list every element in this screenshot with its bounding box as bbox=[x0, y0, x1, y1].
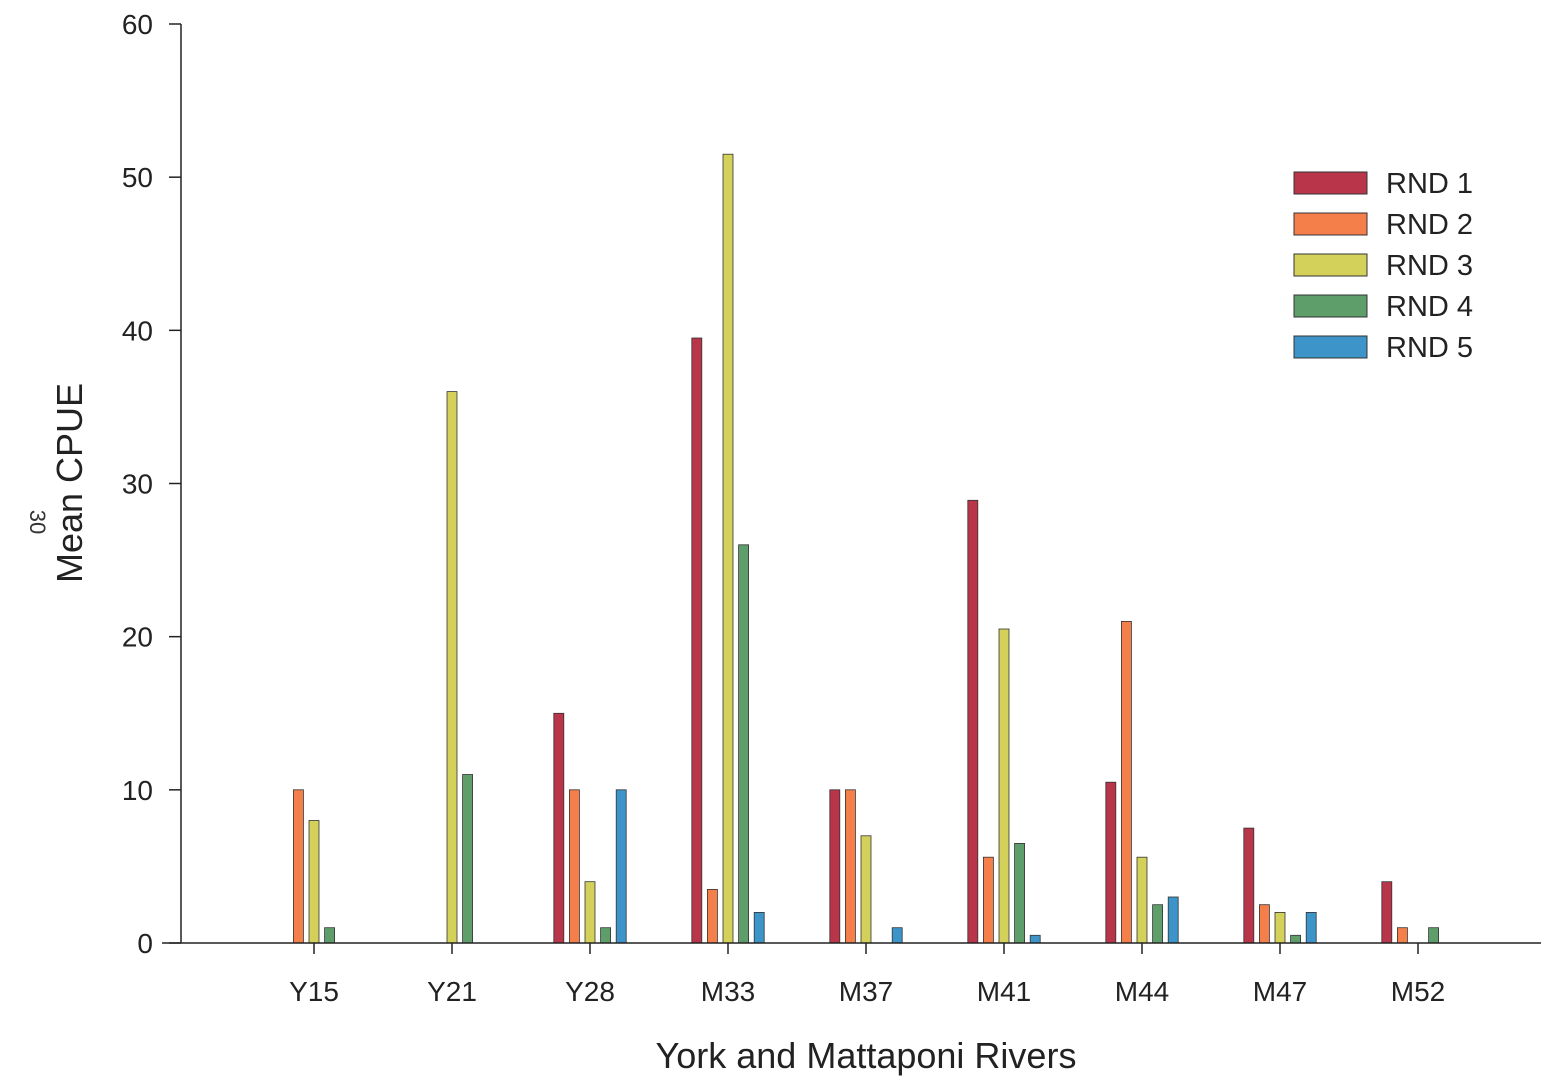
bar-m52-rnd-4 bbox=[1428, 927, 1439, 944]
x-tick-label-m52: M52 bbox=[1391, 976, 1445, 1007]
x-tick-label-m37: M37 bbox=[839, 976, 893, 1007]
bar-m44-rnd-1 bbox=[1105, 781, 1117, 944]
legend-swatch-rnd-2 bbox=[1293, 212, 1368, 236]
bar-m47-rnd-4 bbox=[1290, 934, 1301, 944]
legend-label-rnd-5: RND 5 bbox=[1386, 332, 1473, 364]
legend-label-rnd-2: RND 2 bbox=[1386, 209, 1473, 241]
bar-m41-rnd-2 bbox=[983, 856, 994, 944]
x-tick-label-y15: Y15 bbox=[289, 976, 339, 1007]
bar-y15-rnd-4 bbox=[324, 927, 336, 944]
legend-label-rnd-4: RND 4 bbox=[1386, 291, 1473, 323]
bar-m41-rnd-5 bbox=[1029, 934, 1041, 944]
bar-m33-rnd-4 bbox=[738, 544, 749, 944]
y-tick-label-40: 40 bbox=[122, 315, 153, 346]
bar-m44-rnd-3 bbox=[1136, 856, 1148, 944]
legend-swatch-rnd-4 bbox=[1293, 294, 1368, 318]
y-tick-label-10: 10 bbox=[122, 775, 153, 806]
x-tick-label-y21: Y21 bbox=[427, 976, 477, 1007]
bar-m33-rnd-5 bbox=[753, 912, 765, 944]
bar-y21-rnd-4 bbox=[462, 774, 474, 944]
legend-swatch-rnd-3 bbox=[1293, 253, 1368, 277]
y-tick-label-30: 30 bbox=[122, 469, 153, 500]
bar-y21-rnd-3 bbox=[446, 391, 458, 944]
bar-y28-rnd-4 bbox=[600, 927, 611, 944]
x-tick-label-m41: M41 bbox=[977, 976, 1031, 1007]
bar-m44-rnd-5 bbox=[1167, 896, 1179, 944]
bar-m33-rnd-1 bbox=[691, 337, 703, 944]
legend-label-rnd-1: RND 1 bbox=[1386, 168, 1473, 200]
bar-m52-rnd-2 bbox=[1397, 927, 1408, 944]
bar-m47-rnd-5 bbox=[1305, 912, 1317, 944]
bar-m37-rnd-5 bbox=[891, 927, 903, 944]
legend-swatch-rnd-5 bbox=[1293, 335, 1368, 359]
bar-m33-rnd-2 bbox=[707, 889, 718, 944]
x-tick-label-m33: M33 bbox=[701, 976, 755, 1007]
y-tick-label-60: 60 bbox=[122, 9, 153, 40]
legend: RND 1 RND 2 RND 3 RND 4 RND 5 bbox=[1293, 168, 1473, 364]
bar-y15-rnd-2 bbox=[292, 789, 304, 944]
bar-m47-rnd-3 bbox=[1274, 912, 1286, 944]
x-tick-label-y28: Y28 bbox=[565, 976, 615, 1007]
bar-y28-rnd-3 bbox=[584, 881, 596, 944]
legend-swatch-rnd-1 bbox=[1293, 171, 1368, 195]
bar-y28-rnd-2 bbox=[569, 789, 580, 944]
bar-m41-rnd-3 bbox=[998, 628, 1010, 944]
bar-m47-rnd-1 bbox=[1243, 827, 1255, 944]
y-tick-label-50: 50 bbox=[122, 162, 153, 193]
page-number: 30 bbox=[25, 510, 50, 534]
bar-y15-rnd-3 bbox=[308, 820, 320, 944]
bar-m44-rnd-2 bbox=[1121, 621, 1132, 944]
bar-y28-rnd-5 bbox=[615, 789, 627, 944]
bar-m41-rnd-1 bbox=[967, 499, 979, 944]
x-tick-label-m47: M47 bbox=[1253, 976, 1307, 1007]
bar-y28-rnd-1 bbox=[553, 712, 565, 944]
x-tick-label-m44: M44 bbox=[1115, 976, 1169, 1007]
bar-m37-rnd-1 bbox=[829, 789, 841, 944]
bar-m41-rnd-4 bbox=[1014, 843, 1025, 944]
y-tick-label-20: 20 bbox=[122, 622, 153, 653]
bar-m52-rnd-1 bbox=[1381, 881, 1393, 944]
bar-m44-rnd-4 bbox=[1152, 904, 1163, 944]
bar-m33-rnd-3 bbox=[722, 153, 734, 944]
legend-label-rnd-3: RND 3 bbox=[1386, 250, 1473, 282]
bar-m37-rnd-2 bbox=[845, 789, 856, 944]
bar-m47-rnd-2 bbox=[1259, 904, 1270, 944]
y-axis-title: Mean CPUE bbox=[49, 383, 90, 583]
y-tick-label-0: 0 bbox=[137, 928, 153, 959]
plot-area: 0 10 20 30 40 50 60 Y15 Y21 Y28 M33 M37 M41 M44 M47 M52 bbox=[122, 9, 1541, 1007]
x-axis-title: York and Mattaponi Rivers bbox=[656, 1035, 1077, 1076]
bar-m37-rnd-3 bbox=[860, 835, 872, 944]
